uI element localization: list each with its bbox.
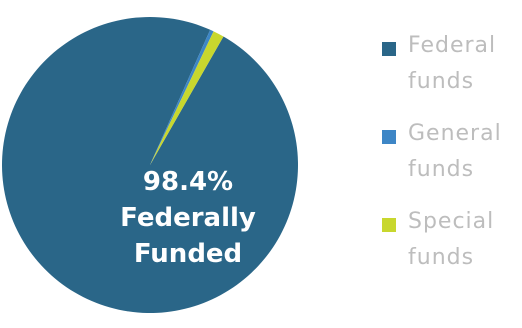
legend-label-special-funds: Special funds [408,209,495,270]
legend-item-general-funds: General funds [382,116,522,204]
legend-swatch-general-funds [382,130,396,144]
legend-label-federal-funds: Federal funds [408,33,497,94]
legend-label-general-funds: General funds [408,121,502,182]
chart-legend: Federal funds General funds Special fund… [382,28,522,292]
legend-item-special-funds: Special funds [382,204,522,292]
pie-slice-general-funds [150,29,214,165]
pie-slices [1,17,298,314]
legend-swatch-special-funds [382,218,396,232]
annotation-line1: Federally [120,203,256,233]
pie-slice-special-funds [150,31,224,166]
pie-slice-federal-funds [1,17,298,314]
legend-swatch-federal-funds [382,42,396,56]
annotation-value: 98.4% [143,167,233,197]
annotation-line2: Funded [134,239,242,269]
legend-item-federal-funds: Federal funds [382,28,522,116]
